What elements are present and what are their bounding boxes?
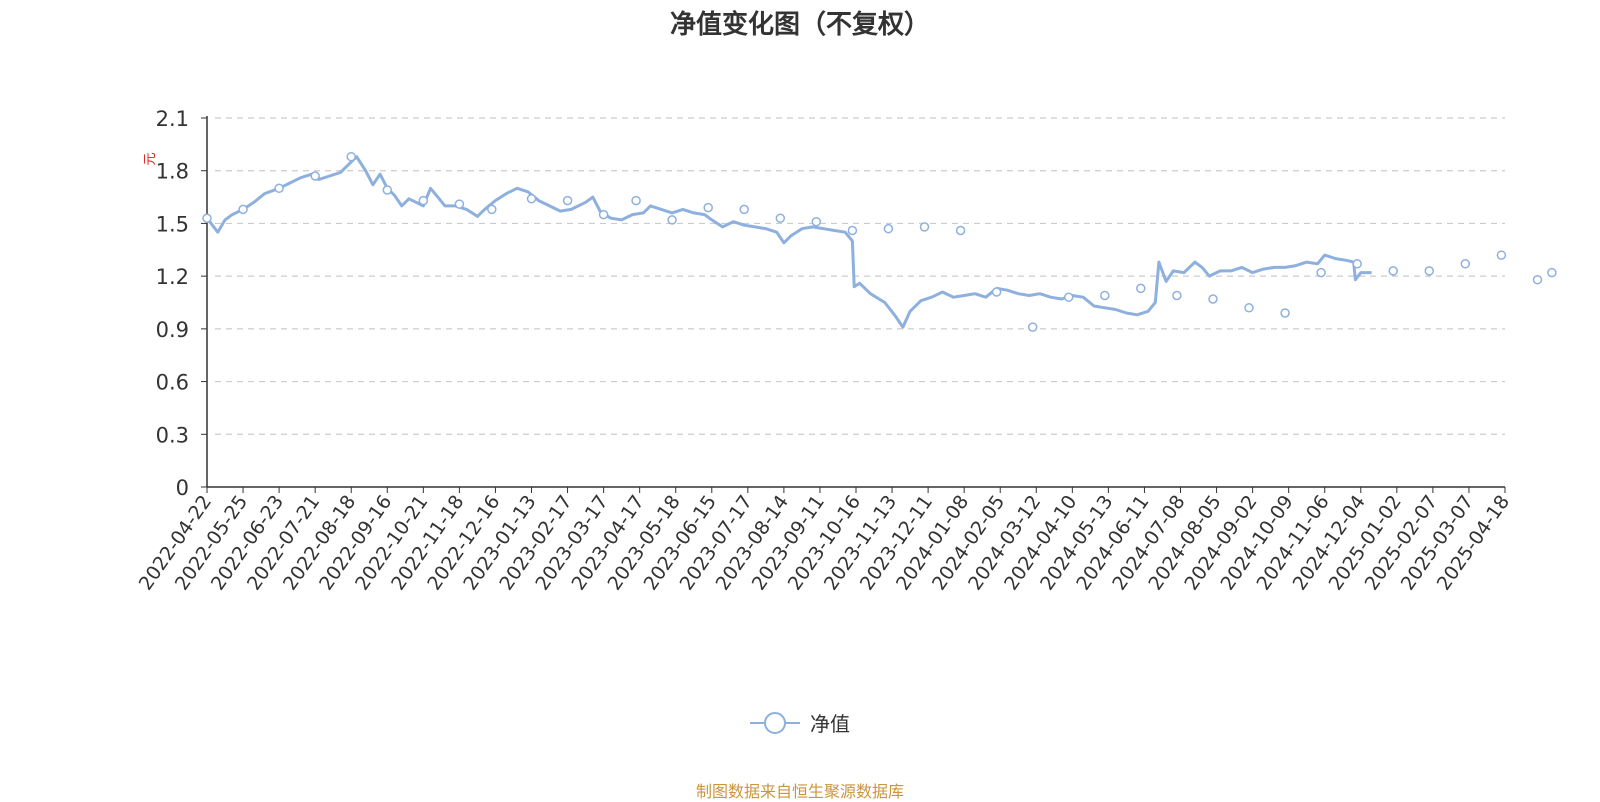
data-point-marker bbox=[847, 225, 858, 236]
data-point-marker bbox=[454, 199, 465, 209]
data-point-marker bbox=[346, 151, 356, 162]
data-point-marker bbox=[1316, 267, 1326, 278]
data-point-marker bbox=[883, 223, 894, 234]
y-tick-label: 0 bbox=[176, 476, 189, 500]
y-tick-label: 1.5 bbox=[156, 212, 189, 236]
y-tick-label: 1.8 bbox=[156, 160, 189, 184]
data-point-marker bbox=[811, 216, 822, 227]
data-point-marker bbox=[1352, 259, 1362, 269]
data-point-marker bbox=[739, 204, 749, 215]
data-point-marker bbox=[955, 225, 966, 236]
data-point-marker bbox=[1532, 274, 1543, 285]
data-point-marker bbox=[1027, 322, 1038, 332]
y-axis-unit-label: 元 bbox=[143, 152, 158, 165]
data-point-marker bbox=[1136, 283, 1146, 294]
data-point-marker bbox=[202, 213, 212, 223]
data-point-marker bbox=[1244, 303, 1254, 313]
legend[interactable]: 净值 bbox=[0, 708, 1600, 741]
legend-series-icon bbox=[750, 711, 800, 734]
chart-title: 净值变化图（不复权） bbox=[669, 10, 930, 40]
data-point-marker bbox=[1100, 290, 1110, 301]
data-point-marker bbox=[1063, 292, 1074, 302]
data-point-marker bbox=[1172, 290, 1182, 301]
data-point-marker bbox=[631, 195, 641, 206]
data-point-marker bbox=[1460, 259, 1471, 269]
data-point-marker bbox=[598, 209, 609, 220]
data-point-marker bbox=[274, 183, 284, 194]
data-point-marker bbox=[703, 202, 713, 213]
data-point-marker bbox=[667, 215, 677, 225]
data-point-marker bbox=[562, 195, 573, 206]
source-note: 制图数据来自恒生聚源数据库 bbox=[695, 782, 904, 801]
data-point-marker bbox=[526, 194, 537, 204]
data-point-marker bbox=[991, 287, 1002, 297]
data-point-marker bbox=[1280, 308, 1290, 318]
y-tick-label: 1.2 bbox=[156, 265, 189, 289]
data-point-marker bbox=[1424, 266, 1435, 276]
data-point-marker bbox=[310, 171, 320, 181]
data-point-marker bbox=[238, 204, 248, 215]
y-tick-label: 0.9 bbox=[156, 318, 189, 342]
data-point-marker bbox=[919, 222, 930, 232]
grid-layer bbox=[215, 117, 1505, 435]
data-point-marker bbox=[418, 195, 429, 206]
y-tick-label: 2.1 bbox=[156, 107, 189, 131]
data-point-marker bbox=[487, 204, 497, 215]
legend-label: 净值 bbox=[810, 712, 850, 736]
data-point-marker bbox=[775, 213, 786, 223]
data-point-marker bbox=[1547, 267, 1557, 278]
series-layer bbox=[202, 151, 1557, 332]
axis-layer: 00.30.60.91.21.51.82.12022-04-222022-05-… bbox=[135, 107, 1514, 594]
y-tick-label: 0.3 bbox=[156, 423, 189, 447]
data-point-marker bbox=[382, 185, 393, 195]
data-point-marker bbox=[1208, 294, 1218, 304]
y-tick-label: 0.6 bbox=[156, 371, 189, 395]
data-point-marker bbox=[1388, 266, 1398, 276]
series-line-net-value bbox=[205, 155, 1372, 329]
data-point-marker bbox=[1496, 250, 1507, 260]
